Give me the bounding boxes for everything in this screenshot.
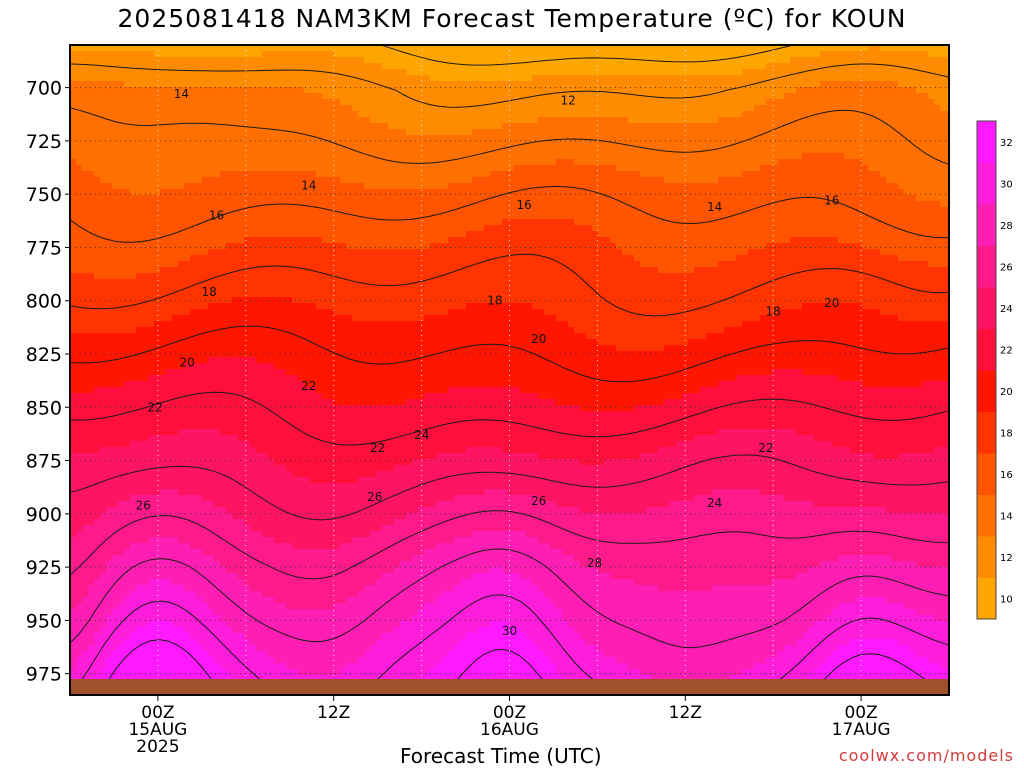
contour-label: 16: [824, 194, 839, 208]
colorbar-bin: [977, 246, 996, 288]
contour-label: 22: [301, 379, 316, 393]
ground-surface: [70, 679, 949, 695]
x-tick-label: 2025: [136, 737, 179, 757]
contour-label: 22: [147, 400, 162, 414]
colorbar-label: 12: [1000, 553, 1013, 564]
colorbar-label: 18: [1000, 428, 1013, 439]
colorbar-label: 32: [1000, 138, 1013, 149]
contour-label: 20: [531, 332, 546, 346]
contour-label: 28: [587, 556, 602, 570]
contour-label: 14: [174, 87, 189, 101]
contour-label: 22: [370, 441, 385, 455]
y-tick-label: 700: [26, 78, 62, 100]
contour-label: 26: [531, 494, 546, 508]
contour-label: 20: [180, 356, 195, 370]
y-tick-label: 775: [26, 237, 62, 259]
source-credit[interactable]: coolwx.com/models: [839, 746, 1014, 765]
contour-label: 12: [560, 93, 575, 107]
x-tick-label: 17AUG: [832, 720, 891, 740]
colorbar-label: 28: [1000, 221, 1013, 232]
contour-label: 18: [202, 285, 217, 299]
contour-label: 22: [758, 441, 773, 455]
x-tick-label: 16AUG: [480, 720, 539, 740]
colorbar-label: 20: [1000, 387, 1013, 398]
colorbar: 10 12 14 16 18 20 22 24 26 28 30 32: [977, 121, 1013, 620]
y-tick-label: 975: [26, 664, 62, 686]
colorbar-label: 10: [1000, 594, 1013, 605]
contour-label: 20: [824, 296, 839, 310]
y-tick-label: 825: [26, 344, 62, 366]
contour-label: 24: [414, 428, 429, 442]
contour-label: 30: [502, 624, 517, 638]
colorbar-bin: [977, 536, 996, 578]
ground-strip: [70, 679, 949, 695]
y-tick-label: 950: [26, 610, 62, 632]
y-tick-label: 875: [26, 451, 62, 473]
colorbar-bin: [977, 495, 996, 537]
colorbar-label: 14: [1000, 511, 1013, 522]
y-tick-label: 850: [26, 397, 62, 419]
contour-label: 14: [707, 200, 722, 214]
contour-label: 24: [707, 496, 722, 510]
contour-label: 16: [209, 208, 224, 222]
colorbar-bin: [977, 453, 996, 495]
x-axis-title: Forecast Time (UTC): [400, 744, 602, 768]
y-tick-label: 925: [26, 557, 62, 579]
colorbar-label: 26: [1000, 262, 1013, 273]
y-tick-label: 900: [26, 504, 62, 526]
contour-label: 26: [367, 490, 382, 504]
colorbar-bin: [977, 287, 996, 329]
contour-label: 18: [487, 294, 502, 308]
colorbar-bin: [977, 370, 996, 412]
contour-label: 26: [136, 498, 151, 512]
contour-label: 18: [766, 304, 781, 318]
colorbar-bin: [977, 121, 996, 163]
colorbar-label: 22: [1000, 345, 1013, 356]
y-tick-label: 800: [26, 291, 62, 313]
colorbar-label: 30: [1000, 179, 1013, 190]
colorbar-bin: [977, 204, 996, 246]
contour-label: 16: [517, 198, 532, 212]
y-tick-label: 725: [26, 131, 62, 153]
y-tick-label: 750: [26, 184, 62, 206]
contour-label: 14: [301, 179, 316, 193]
colorbar-bin: [977, 412, 996, 454]
colorbar-label: 16: [1000, 470, 1013, 481]
colorbar-bin: [977, 329, 996, 371]
colorbar-bin: [977, 163, 996, 205]
x-tick-label: 12Z: [669, 703, 702, 723]
y-axis: 700 725 750 775 800 825 850 875 900 925 950 975: [26, 78, 70, 686]
colorbar-bin: [977, 578, 996, 620]
x-tick-label: 12Z: [317, 703, 350, 723]
colorbar-label: 24: [1000, 304, 1013, 315]
